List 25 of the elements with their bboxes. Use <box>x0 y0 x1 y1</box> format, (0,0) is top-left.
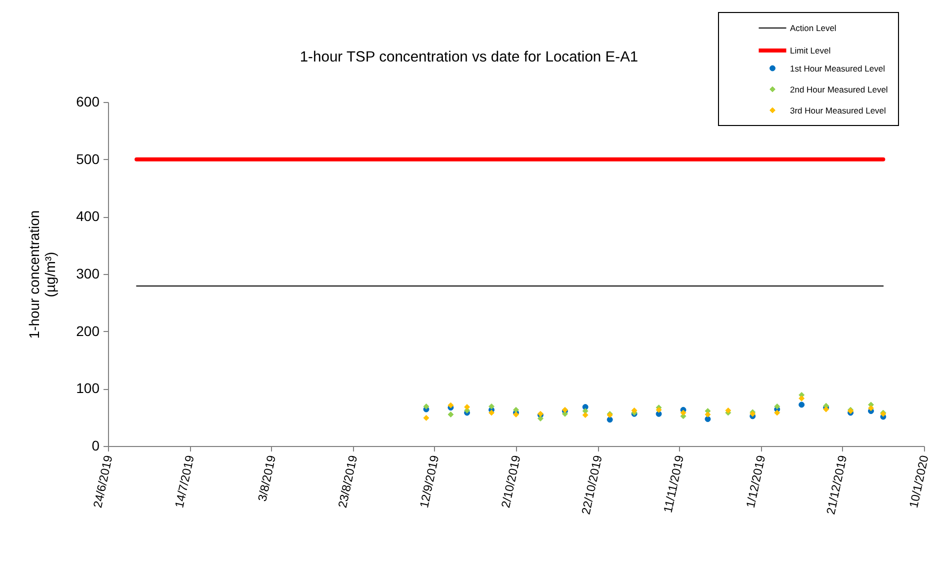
x-tick-label: 24/6/2019 <box>90 454 116 510</box>
x-tick-label: 14/7/2019 <box>172 454 198 510</box>
y-tick-label: 300 <box>76 266 100 282</box>
legend-label: Limit Level <box>790 46 831 56</box>
y-tick-label: 0 <box>92 438 100 454</box>
y-tick-label: 200 <box>76 322 100 339</box>
legend-label: 3rd Hour Measured Level <box>790 105 886 116</box>
legend-label: 1st Hour Measured Level <box>790 63 886 74</box>
y-tick-label: 400 <box>76 208 100 224</box>
x-tick-label: 21/12/2019 <box>824 454 850 516</box>
x-tick-label: 11/11/2019 <box>660 454 687 514</box>
legend-label: Action Level <box>790 23 836 33</box>
y-tick-label: 500 <box>76 150 100 167</box>
x-tick-label: 23/8/2019 <box>335 454 360 510</box>
x-tick-label: 10/1/2020 <box>906 454 932 510</box>
y-tick-label: 100 <box>76 380 100 396</box>
y-axis-title: 1-hour concentration (µg/m³) <box>26 210 58 339</box>
x-tick-label: 2/10/2019 <box>498 454 524 510</box>
x-tick-label: 1/12/2019 <box>743 454 768 510</box>
legend-label: 2nd Hour Measured Level <box>790 84 888 94</box>
y-tick-label: 600 <box>76 94 100 110</box>
x-tick-label: 12/9/2019 <box>416 454 442 510</box>
x-tick-label: 3/8/2019 <box>255 454 279 503</box>
chart-title: 1-hour TSP concentration vs date for Location E-A1 <box>300 50 638 66</box>
x-tick-label: 22/10/2019 <box>578 454 606 516</box>
